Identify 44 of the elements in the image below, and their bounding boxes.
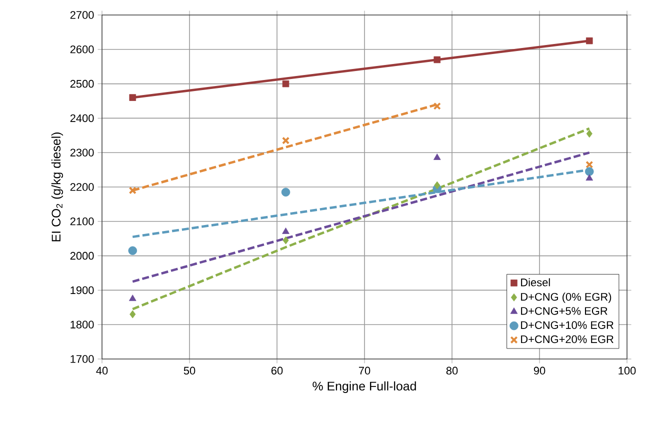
point xyxy=(434,56,441,64)
y-tick-label: 2700 xyxy=(70,11,94,19)
legend-label: D+CNG+20% EGR xyxy=(521,335,614,344)
legend-label: Diesel xyxy=(521,278,550,286)
point xyxy=(586,160,594,168)
point xyxy=(433,102,441,110)
x-tick-label: 50 xyxy=(184,366,196,375)
legend-label: D+CNG+10% EGR xyxy=(521,321,614,329)
legend-label: D+CNG+5% EGR xyxy=(521,307,608,315)
point xyxy=(282,228,290,234)
point xyxy=(585,167,594,176)
point xyxy=(282,136,290,144)
point xyxy=(282,80,290,88)
y-tick-label: 2400 xyxy=(70,114,94,122)
x-tick-label: 40 xyxy=(96,366,108,375)
x-tick-label: 60 xyxy=(271,366,283,375)
y-axis-title: EI CO$_{2}$ (g/kg diesel) xyxy=(51,132,64,242)
y-tick-label: 2100 xyxy=(70,218,94,226)
y-tick-label: 2000 xyxy=(70,252,94,260)
x-tick-label: 90 xyxy=(534,366,546,375)
point xyxy=(130,310,136,318)
x-axis-title: % Engine Full-load xyxy=(312,381,416,393)
y-tick-label: 2300 xyxy=(70,148,94,156)
point xyxy=(128,294,136,301)
point xyxy=(282,236,289,244)
x-tick-label: 80 xyxy=(446,366,458,375)
x-tick-label: 100 xyxy=(618,366,636,375)
point xyxy=(434,181,440,190)
point xyxy=(586,174,594,181)
legend-label: D+CNG (0% EGR) xyxy=(521,292,612,303)
y-tick-label: 2200 xyxy=(70,183,94,191)
point xyxy=(128,246,138,256)
point xyxy=(433,154,441,160)
point xyxy=(129,94,136,101)
y-tick-label: 2600 xyxy=(70,46,94,54)
y-tick-label: 1800 xyxy=(70,320,94,328)
y-tick-label: 1900 xyxy=(70,286,94,294)
point xyxy=(586,130,592,138)
x-tick-label: 70 xyxy=(358,366,370,375)
y-tick-label: 1700 xyxy=(70,355,94,363)
point xyxy=(281,188,290,197)
point xyxy=(586,37,593,44)
y-tick-label: 2500 xyxy=(70,80,94,88)
point xyxy=(128,186,136,194)
